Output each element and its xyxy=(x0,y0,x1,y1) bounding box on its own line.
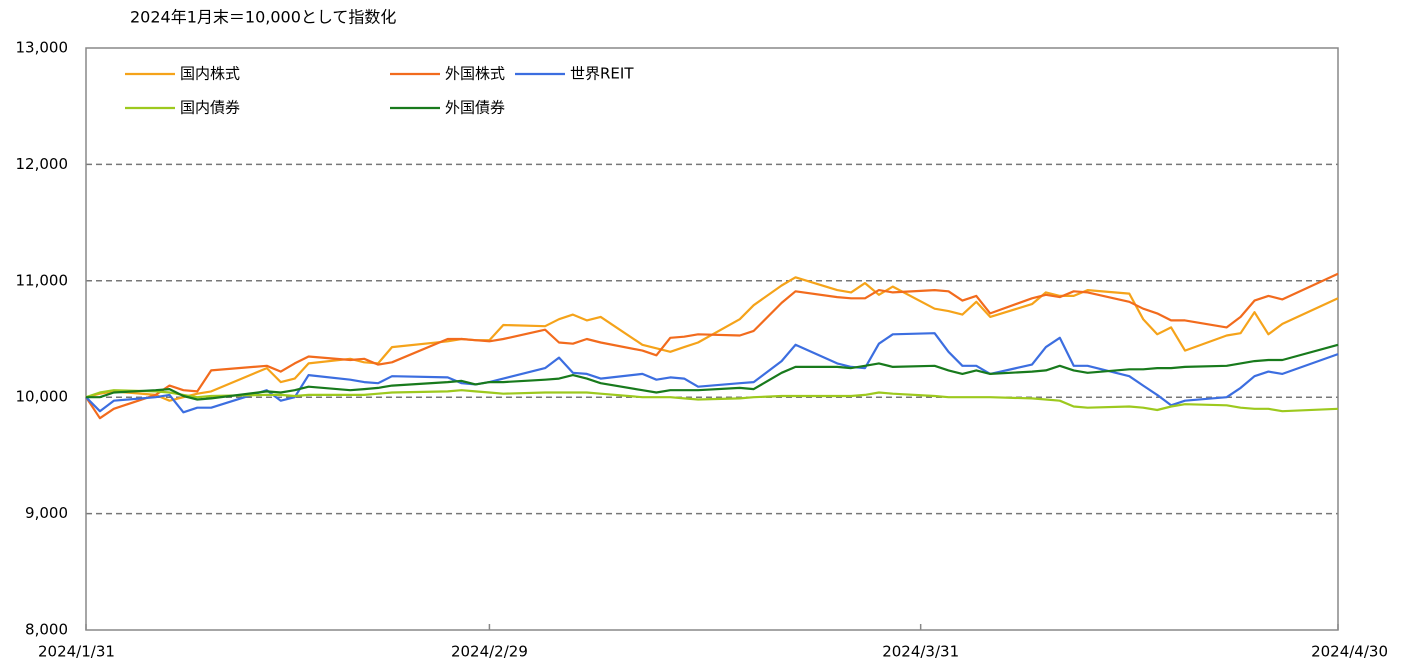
y-tick-label: 10,000 xyxy=(16,388,69,406)
y-tick-label: 8,000 xyxy=(25,621,68,639)
series-line xyxy=(85,272,1339,420)
y-tick-label: 11,000 xyxy=(16,271,69,289)
series-line xyxy=(86,343,1339,401)
legend-label: 世界REIT xyxy=(570,65,634,83)
y-tick-label: 9,000 xyxy=(25,504,68,522)
legend-label: 国内債券 xyxy=(180,99,240,117)
plot-border xyxy=(85,47,1339,631)
series-line xyxy=(85,276,1339,402)
x-tick-label: 2024/1/31 xyxy=(38,643,115,661)
x-tick-label: 2024/3/31 xyxy=(882,643,959,661)
y-tick-label: 12,000 xyxy=(16,155,69,173)
series-line xyxy=(85,389,1339,413)
x-tick-label: 2024/4/30 xyxy=(1311,643,1388,661)
legend-label: 外国債券 xyxy=(445,99,505,117)
x-tick-label: 2024/2/29 xyxy=(451,643,528,661)
y-tick-label: 13,000 xyxy=(16,39,69,57)
legend-label: 国内株式 xyxy=(180,65,240,83)
series-line xyxy=(85,332,1339,414)
chart-title: 2024年1月末＝10,000として指数化 xyxy=(130,8,396,27)
legend-label: 外国株式 xyxy=(445,65,505,83)
